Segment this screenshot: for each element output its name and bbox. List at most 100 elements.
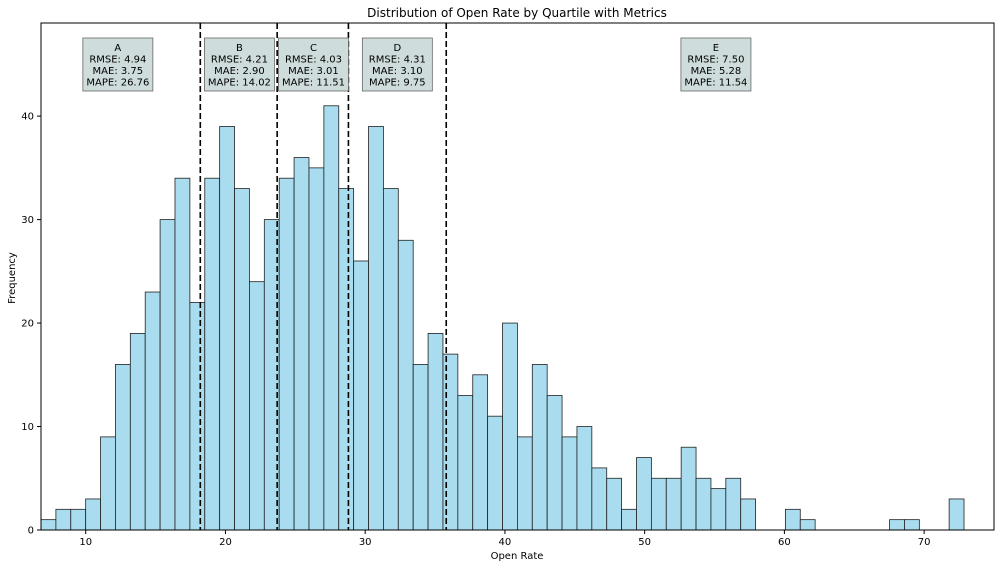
histogram-bar — [725, 477, 742, 531]
metric-box-background — [361, 37, 433, 92]
histogram-bar — [516, 436, 533, 531]
x-tick-label: 60 — [778, 537, 791, 548]
histogram-bar — [487, 415, 503, 531]
histogram-bar — [85, 498, 101, 531]
x-tick-label: 50 — [638, 537, 651, 548]
metric-mape: MAPE: 11.51 — [282, 78, 345, 89]
histogram-bar — [338, 188, 355, 531]
y-tick-label: 10 — [21, 422, 34, 433]
histogram-bar — [710, 488, 727, 531]
metric-mape: MAPE: 11.54 — [684, 78, 747, 89]
histogram-bar — [100, 436, 116, 531]
histogram-bar — [323, 105, 340, 531]
histogram-bar — [70, 508, 87, 531]
histogram-bar — [695, 477, 712, 531]
plot-frame — [40, 22, 995, 531]
histogram-bar — [621, 508, 637, 531]
metric-rmse: RMSE: 4.21 — [211, 55, 268, 66]
histogram-bar — [249, 281, 265, 531]
metric-rmse: RMSE: 4.31 — [369, 55, 426, 66]
histogram-bar — [650, 477, 667, 531]
y-tick-label: 30 — [21, 215, 34, 226]
histogram-bar — [472, 374, 489, 531]
histogram-bar — [889, 519, 905, 531]
histogram-bar — [174, 177, 191, 531]
histogram-bar — [636, 457, 652, 531]
histogram-bar — [740, 498, 756, 531]
bars-layer — [40, 105, 965, 531]
histogram-bar — [665, 477, 682, 531]
x-tick-label: 10 — [79, 537, 92, 548]
histogram-bar — [412, 364, 429, 531]
histogram-bar — [219, 126, 235, 531]
histogram-bar — [278, 177, 295, 531]
metric-box-label: B — [236, 43, 243, 54]
histogram-bar — [427, 333, 444, 531]
histogram-bar — [159, 219, 176, 531]
y-tick-label: 0 — [28, 526, 34, 537]
histogram-bar — [576, 426, 593, 531]
metric-mae: MAE: 3.10 — [372, 66, 423, 77]
y-tick-label: 20 — [21, 319, 34, 330]
metric-box-background — [278, 37, 349, 92]
histogram-bar — [546, 395, 563, 531]
metric-mape: MAPE: 9.75 — [369, 78, 426, 89]
histogram-bar — [784, 508, 801, 531]
metric-box-label: E — [713, 43, 719, 54]
histogram-bar — [606, 477, 623, 531]
x-tick-label: 20 — [219, 537, 232, 548]
histogram-bar — [531, 364, 548, 531]
histogram-bar — [680, 446, 697, 531]
x-tick-label: 30 — [359, 537, 372, 548]
histogram-bar — [442, 353, 459, 531]
histogram-bar — [129, 333, 146, 531]
histogram-bar — [457, 395, 474, 531]
histogram-bar — [561, 436, 578, 531]
histogram-bar — [353, 260, 369, 531]
metric-mae: MAE: 3.01 — [288, 66, 339, 77]
histogram-bar — [948, 498, 965, 531]
x-axis-ticks: 10 20 30 40 50 60 70 — [79, 530, 930, 548]
metric-mae: MAE: 2.90 — [214, 66, 265, 77]
histogram-bar — [502, 322, 518, 531]
metric-mape: MAPE: 14.02 — [208, 78, 271, 89]
histogram-bar — [308, 167, 325, 531]
metric-box-label: C — [310, 43, 317, 54]
metric-mae: MAE: 5.28 — [691, 66, 742, 77]
x-tick-label: 70 — [918, 537, 931, 548]
chart-title: Distribution of Open Rate by Quartile wi… — [367, 6, 667, 20]
histogram-bar — [904, 519, 920, 531]
histogram-bar — [40, 519, 57, 531]
metric-rmse: RMSE: 4.03 — [285, 55, 342, 66]
y-axis-ticks: 0 10 20 30 40 — [21, 112, 41, 537]
x-axis-label: Open Rate — [491, 551, 544, 562]
histogram-bar — [368, 126, 384, 531]
histogram-bar — [293, 157, 310, 531]
quartile-lines-layer — [199, 23, 448, 530]
metric-box-background — [82, 37, 154, 92]
histogram-bar — [234, 188, 250, 531]
histogram-bar — [397, 239, 414, 531]
metric-box-label: D — [393, 43, 401, 54]
metric-box-background — [680, 37, 752, 92]
metric-box-label: A — [114, 43, 121, 54]
histogram-bar — [799, 519, 816, 531]
histogram-bar — [189, 301, 206, 531]
histogram-bar — [55, 508, 72, 531]
metric-rmse: RMSE: 7.50 — [687, 55, 744, 66]
metric-box-background — [204, 37, 275, 92]
y-axis-label: Frequency — [7, 252, 18, 304]
histogram-bar — [115, 364, 131, 531]
y-tick-label: 40 — [21, 112, 34, 123]
metric-mape: MAPE: 26.76 — [86, 78, 149, 89]
metric-rmse: RMSE: 4.94 — [89, 55, 146, 66]
histogram-bar — [144, 291, 161, 531]
histogram-bar — [204, 177, 221, 531]
